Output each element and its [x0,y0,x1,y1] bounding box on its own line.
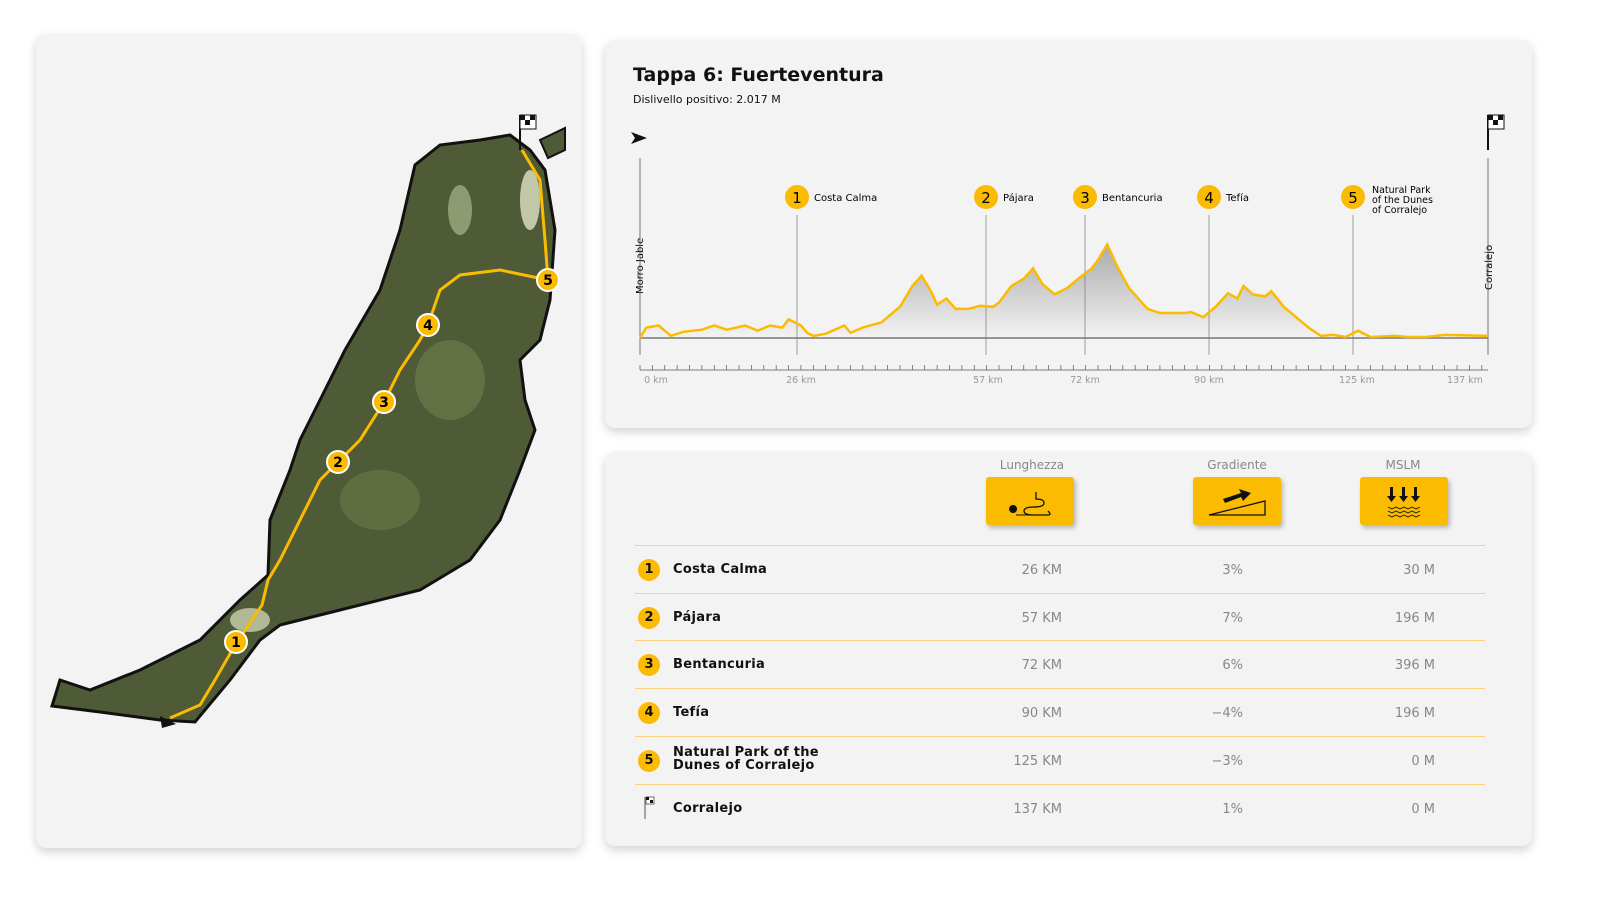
x-tick-label: 0 km [644,375,668,386]
row-gradient: 6% [1222,658,1243,673]
x-tick-label: 57 km [973,375,1003,386]
map-marker-1[interactable]: 1 [224,630,248,654]
end-label: Corralejo [1484,245,1495,290]
map-panel: 1 2 3 4 5 [36,34,582,848]
start-arrow-icon [160,716,176,728]
row-gradient: 3% [1222,563,1243,578]
row-altitude: 196 M [1394,706,1435,721]
row-name: Natural Park of the Dunes of Corralejo [673,745,819,773]
start-arrow-icon [631,132,647,144]
sea-level-icon [1360,477,1448,525]
row-altitude: 396 M [1394,658,1435,673]
row-length: 57 KM [1021,611,1062,626]
svg-text:1: 1 [792,189,802,207]
row-name: Pájara [673,610,722,625]
x-tick-label: 137 km [1447,375,1483,386]
islet-shape [538,126,566,160]
x-tick-label: 72 km [1070,375,1100,386]
row-name: Corralejo [673,801,743,816]
map-marker-number: 5 [543,273,553,289]
elevation-area [640,244,1488,338]
finish-flag-icon [1487,114,1505,150]
x-tick-label: 125 km [1339,375,1375,386]
x-tick-label: 90 km [1194,375,1224,386]
svg-text:3: 3 [1080,189,1090,207]
finish-flag-icon [519,114,537,150]
row-length: 26 KM [1021,563,1062,578]
route-line [169,149,550,720]
row-gradient: 7% [1222,611,1243,626]
finish-flag-icon [644,796,655,819]
row-name: Costa Calma [673,562,768,577]
waypoints-table: Lunghezza Gradiente MSLM 1 Costa Calma 2… [605,452,1532,846]
waypoint-label: Bentancuria [1102,193,1163,204]
waypoint-label: Costa Calma [814,193,877,204]
map-marker-2[interactable]: 2 [326,450,350,474]
map-marker-number: 1 [231,635,241,651]
svg-text:5: 5 [1348,189,1358,207]
header-length: Lunghezza [999,458,1065,472]
row-badge: 1 [638,559,660,581]
elevation-profile-panel: Tappa 6: Fuerteventura Dislivello positi… [605,40,1532,428]
table-row[interactable]: Corralejo 137 KM 1% 0 M [635,784,1485,832]
row-altitude: 0 M [1411,754,1435,769]
row-gradient: −3% [1211,754,1243,769]
row-badge: 5 [638,750,660,772]
table-row[interactable]: 4 Tefía 90 KM −4% 196 M [635,688,1485,736]
map-marker-3[interactable]: 3 [372,390,396,414]
row-altitude: 0 M [1411,802,1435,817]
map-marker-number: 4 [423,318,433,334]
waypoint-marker-5: 5 [1341,185,1365,209]
island-map[interactable]: 1 2 3 4 5 [36,34,582,848]
svg-text:4: 4 [1204,189,1214,207]
row-length: 90 KM [1021,706,1062,721]
waypoint-marker-3: 3 [1073,185,1097,209]
row-name: Bentancuria [673,657,766,672]
row-length: 125 KM [1013,754,1062,769]
elevation-gain: Dislivello positivo: 2.017 M [633,93,781,106]
elevation-chart: Morro Jable Corralejo 1 Costa Calma 2 Pájar… [631,114,1505,386]
waypoint-label: Tefía [1225,192,1249,204]
row-badge: 3 [638,654,660,676]
row-gradient: −4% [1211,706,1243,721]
table-row[interactable]: 1 Costa Calma 26 KM 3% 30 M [635,545,1485,593]
waypoint-marker-1: 1 [785,185,809,209]
page-title: Tappa 6: Fuerteventura [633,64,884,86]
row-altitude: 196 M [1394,611,1435,626]
row-badge: 4 [638,702,660,724]
start-label: Morro Jable [635,238,646,294]
row-name: Tefía [673,705,710,720]
x-tick-label: 26 km [786,375,816,386]
waypoint-label: Pájara [1003,192,1034,204]
gradient-icon [1193,477,1281,525]
map-marker-5[interactable]: 5 [536,268,560,292]
row-altitude: 30 M [1403,563,1435,578]
header-altitude: MSLM [1385,458,1421,472]
waypoint-marker-2: 2 [974,185,998,209]
table-row[interactable]: 2 Pájara 57 KM 7% 196 M [635,593,1485,641]
elevation-line [638,241,1489,339]
waypoint-marker-4: 4 [1197,185,1221,209]
row-gradient: 1% [1222,802,1243,817]
table-row[interactable]: 5 Natural Park of the Dunes of Corralejo… [635,736,1485,784]
row-length: 137 KM [1013,802,1062,817]
map-marker-number: 2 [333,455,343,471]
row-length: 72 KM [1021,658,1062,673]
map-marker-number: 3 [379,395,389,411]
row-badge: 2 [638,607,660,629]
table-row[interactable]: 3 Bentancuria 72 KM 6% 396 M [635,640,1485,688]
island-shape [50,133,557,724]
header-gradient: Gradiente [1207,458,1267,472]
svg-text:2: 2 [981,189,991,207]
route-length-icon [986,477,1074,525]
map-marker-4[interactable]: 4 [416,313,440,337]
